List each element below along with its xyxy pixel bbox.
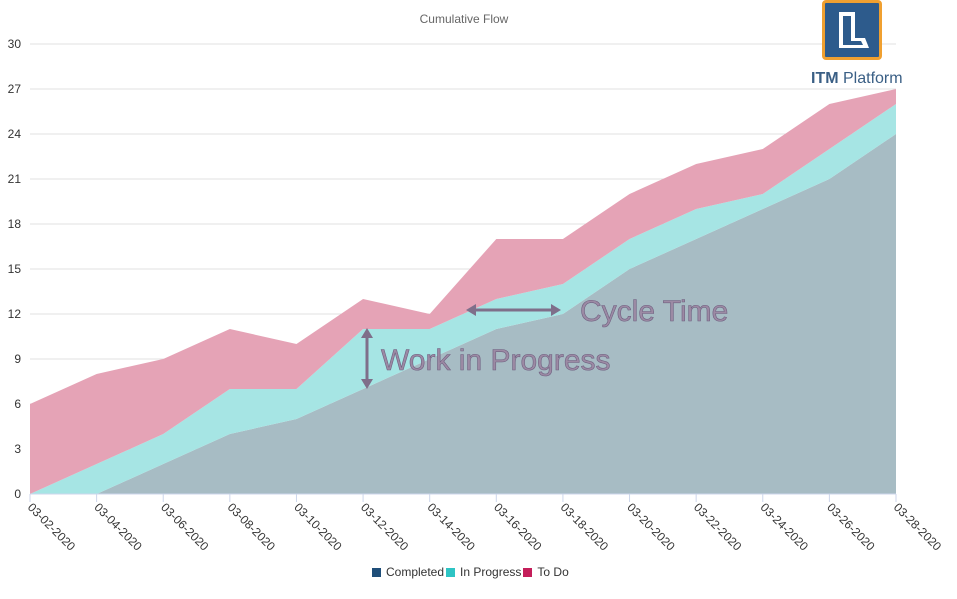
legend-label-completed: Completed xyxy=(386,565,445,579)
x-tick-label-3: 03-08-2020 xyxy=(225,500,279,554)
cycle-time-label: Cycle Time xyxy=(580,295,728,328)
legend-swatch-in-progress xyxy=(446,567,456,577)
y-tick-label-30: 30 xyxy=(8,37,22,51)
y-tick-label-6: 6 xyxy=(14,397,21,411)
area-in-progress xyxy=(30,104,896,494)
annotations: Cycle Time Work in Progress xyxy=(361,295,729,389)
y-tick-label-3: 3 xyxy=(14,442,21,456)
x-tick-label-2: 03-06-2020 xyxy=(158,500,212,554)
x-tick-label-9: 03-20-2020 xyxy=(624,500,678,554)
x-tick-label-0: 03-02-2020 xyxy=(25,500,79,554)
cycle-time-arrow-head-right xyxy=(551,304,561,316)
x-tick-label-12: 03-26-2020 xyxy=(824,500,878,554)
chart-title: Cumulative Flow xyxy=(420,12,509,26)
x-tick-label-13: 03-28-2020 xyxy=(891,500,945,554)
legend-label-to-do: To Do xyxy=(537,565,569,579)
area-completed xyxy=(30,134,896,494)
logo-glyph-icon xyxy=(839,12,869,48)
area-to-do xyxy=(30,89,896,494)
x-tick-label-10: 03-22-2020 xyxy=(691,500,745,554)
legend-item-to-do[interactable]: To Do xyxy=(523,565,569,579)
itm-platform-logo: ITM Platform xyxy=(811,0,903,92)
cycle-time-arrow-head-left xyxy=(466,304,476,316)
y-tick-label-12: 12 xyxy=(8,307,22,321)
x-tick-label-8: 03-18-2020 xyxy=(558,500,612,554)
itm-platform-logo-icon xyxy=(822,0,882,60)
legend-item-completed[interactable]: Completed xyxy=(372,565,444,579)
legend-swatch-to-do xyxy=(523,567,533,577)
y-tick-label-21: 21 xyxy=(8,172,22,186)
y-tick-label-9: 9 xyxy=(14,352,21,366)
wip-arrow-head-up xyxy=(361,328,373,338)
work-in-progress-label: Work in Progress xyxy=(381,344,611,377)
chart-legend: Completed In Progress To Do xyxy=(372,565,571,579)
x-tick-label-1: 03-04-2020 xyxy=(91,500,145,554)
wip-arrow-head-down xyxy=(361,379,373,389)
x-tick-label-5: 03-12-2020 xyxy=(358,500,412,554)
logo-text-sub: Platform xyxy=(843,70,903,87)
y-tick-label-18: 18 xyxy=(8,217,22,231)
y-tick-label-0: 0 xyxy=(14,487,21,501)
legend-item-in-progress[interactable]: In Progress xyxy=(446,565,521,579)
legend-label-in-progress: In Progress xyxy=(460,565,522,579)
y-tick-label-27: 27 xyxy=(8,82,22,96)
area-series xyxy=(30,89,896,494)
logo-text: ITM Platform xyxy=(811,70,906,88)
y-tick-label-15: 15 xyxy=(8,262,22,276)
x-tick-label-4: 03-10-2020 xyxy=(291,500,345,554)
x-tick-label-11: 03-24-2020 xyxy=(758,500,812,554)
logo-text-main: ITM xyxy=(811,70,839,87)
legend-swatch-completed xyxy=(372,567,381,577)
x-tick-label-7: 03-16-2020 xyxy=(491,500,545,554)
y-tick-label-24: 24 xyxy=(8,127,22,141)
x-tick-label-6: 03-14-2020 xyxy=(425,500,479,554)
